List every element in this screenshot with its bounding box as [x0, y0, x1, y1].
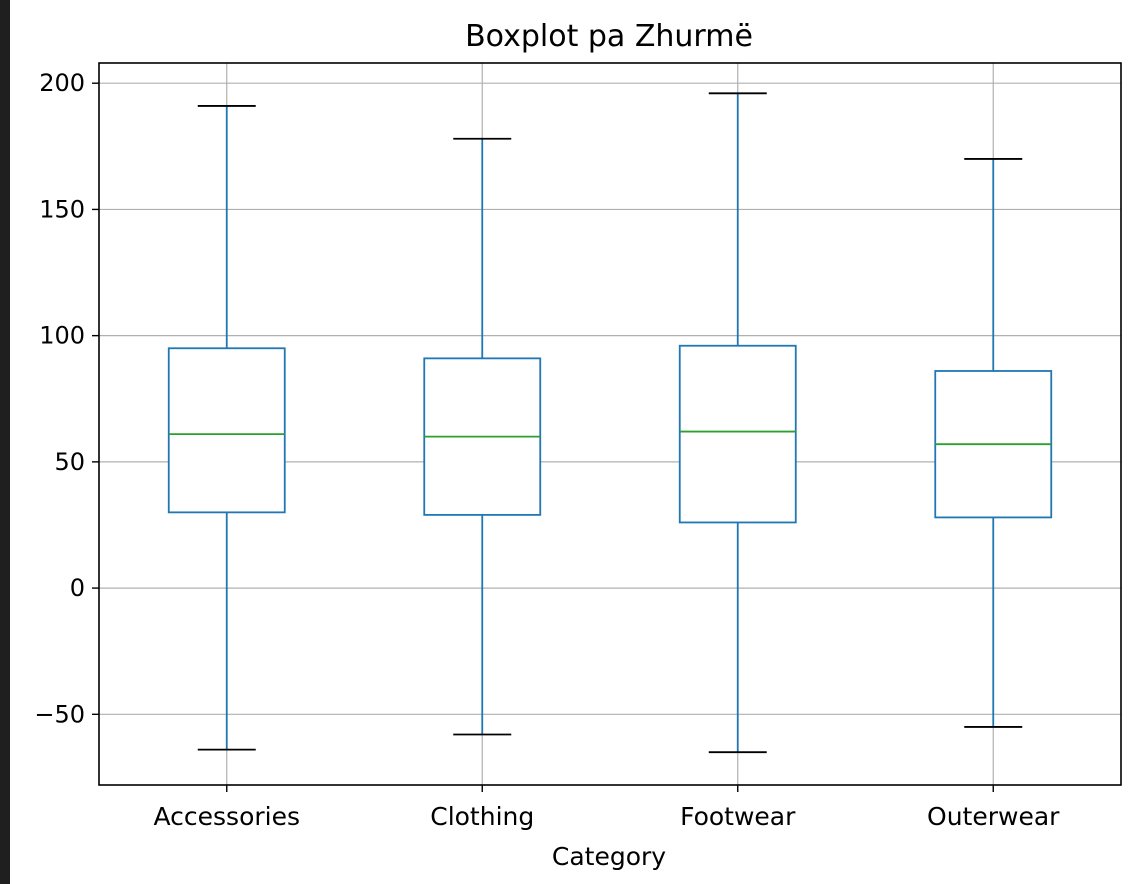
x-tick-label: Outerwear	[927, 802, 1060, 831]
box-clothing	[423, 137, 542, 736]
x-tick-label: Accessories	[153, 802, 300, 831]
chart-title: Boxplot pa Zhurmë	[465, 19, 753, 54]
x-axis-ticks: Accessories Clothing Footwear Outerwear	[153, 785, 1060, 831]
plot-frame	[98, 62, 1122, 786]
y-tick-label: −50	[34, 700, 85, 728]
box-footwear	[678, 92, 797, 754]
y-tick-label: 150	[39, 195, 85, 223]
window-edge	[0, 0, 10, 884]
x-axis-label: Category	[552, 842, 666, 871]
y-tick-label: 0	[70, 574, 85, 602]
box-accessories	[167, 105, 286, 751]
box-series	[167, 92, 1053, 754]
x-tick-label: Clothing	[430, 802, 534, 831]
y-axis-ticks: −50 0 50 100 150 200	[34, 69, 99, 728]
y-tick-label: 100	[39, 322, 85, 350]
x-tick-label: Footwear	[680, 802, 796, 831]
iqr-box	[167, 347, 286, 514]
y-tick-label: 50	[54, 448, 85, 476]
box-outerwear	[934, 158, 1053, 728]
iqr-box	[678, 344, 797, 524]
y-tick-label: 200	[39, 69, 85, 97]
